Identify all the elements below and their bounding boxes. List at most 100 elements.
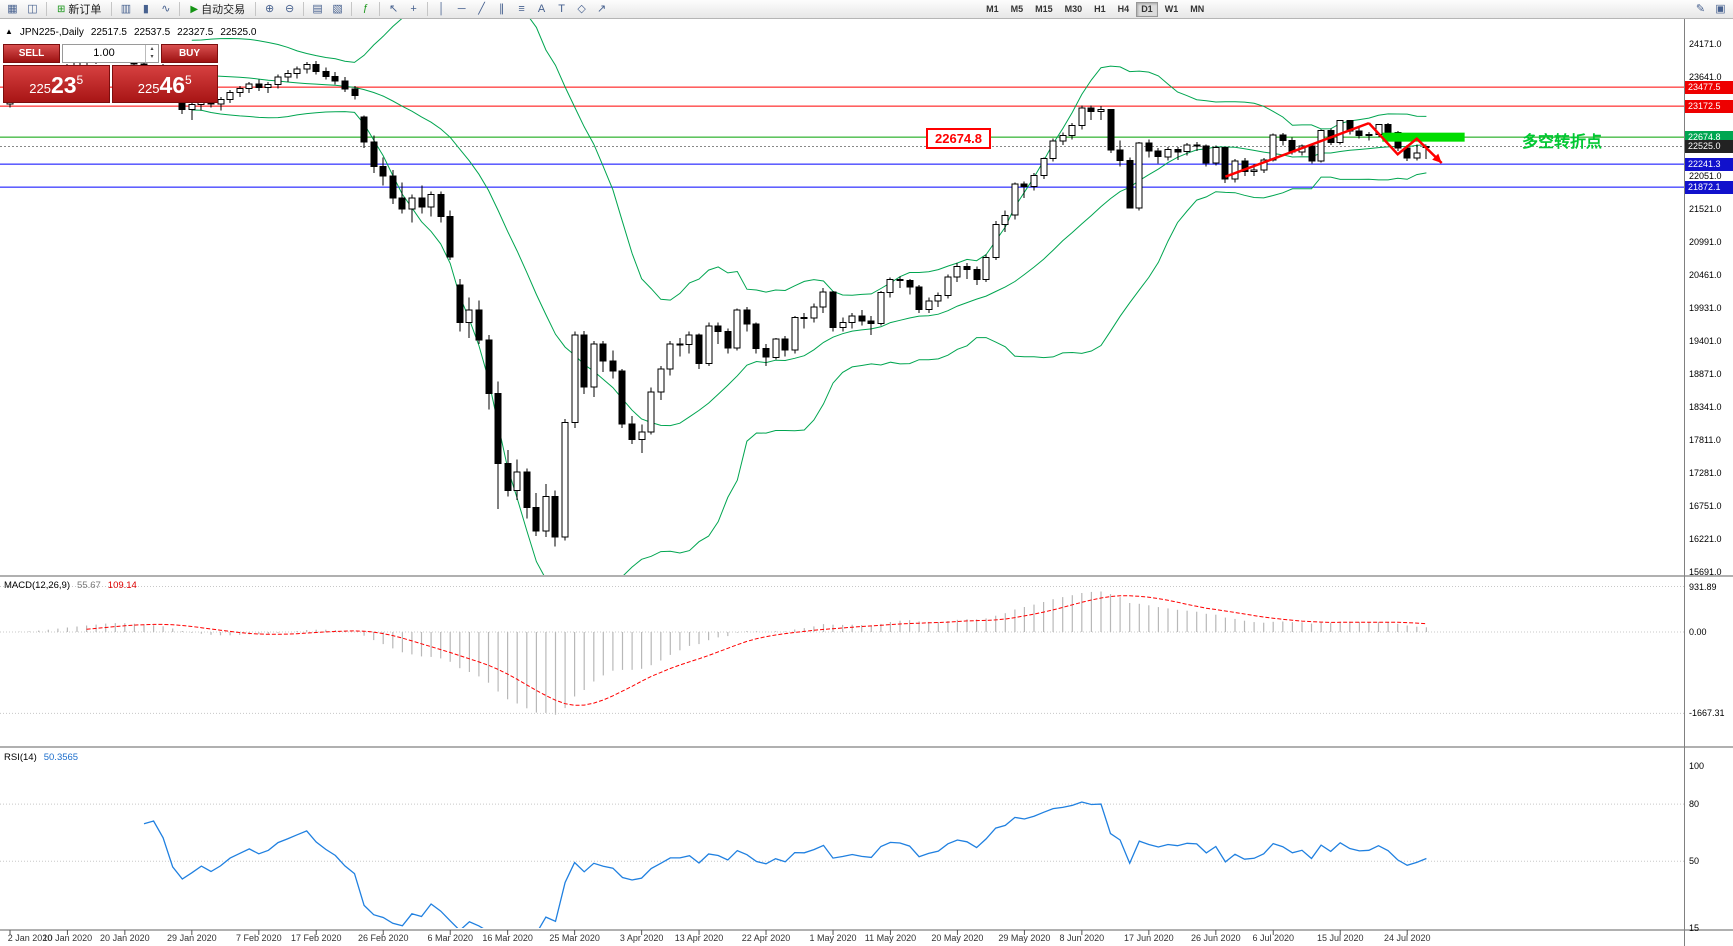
- price-scale-label: 16751.0: [1689, 500, 1722, 511]
- date-label: 13 Apr 2020: [674, 933, 724, 943]
- rsi-scale-label: 80: [1689, 799, 1700, 810]
- candle-chart-icon[interactable]: ▮: [142, 3, 149, 15]
- toolbar-separator: [427, 2, 429, 16]
- buy-button[interactable]: BUY: [161, 44, 218, 63]
- horizontal-line-icon[interactable]: ─: [457, 3, 466, 15]
- new-chart-icon[interactable]: ▦: [7, 3, 18, 15]
- price-level-chip: 22525.0: [1685, 139, 1733, 153]
- sell-price-display[interactable]: 225235: [3, 65, 110, 103]
- date-label: 22 Apr 2020: [741, 933, 791, 943]
- text-tool-icon[interactable]: A: [537, 3, 546, 15]
- date-label: 1 May 2020: [809, 933, 857, 943]
- timeframe-h4[interactable]: H4: [1113, 2, 1135, 17]
- price-scale-label: 20991.0: [1689, 236, 1722, 247]
- sell-price-pip: 5: [76, 73, 84, 87]
- price-scale-label: 23641.0: [1689, 71, 1722, 82]
- arrow-tool-icon[interactable]: ↗: [596, 3, 607, 15]
- zigzag-arrow: [1367, 122, 1443, 164]
- date-label: 20 May 2020: [931, 933, 984, 943]
- rsi-scale-label: 15: [1689, 922, 1700, 933]
- cursor-icon[interactable]: ↖: [388, 3, 399, 15]
- toolbar-separator: [255, 2, 257, 16]
- price-level-chip: 23477.5: [1685, 80, 1733, 94]
- timeframe-m15[interactable]: M15: [1030, 2, 1058, 17]
- candles: [6, 47, 1430, 547]
- chart-title-line: ▲ JPN225-,Daily 22517.5 22537.5 22327.5 …: [5, 27, 256, 38]
- turning-point-label[interactable]: 多空转折点: [1522, 134, 1603, 151]
- date-label: 6 Jul 2020: [1252, 933, 1295, 943]
- profiles-icon[interactable]: ◫: [27, 3, 38, 15]
- zoom-in-icon[interactable]: ⊕: [264, 3, 275, 15]
- fullscreen-icon[interactable]: ▣: [1715, 3, 1726, 15]
- volume-control[interactable]: 1.00 ▴ ▾: [62, 44, 159, 63]
- buy-price-big-digits: 46: [159, 72, 186, 98]
- timeframe-mn[interactable]: MN: [1185, 2, 1209, 17]
- ohlc-open: 22517.5: [90, 27, 127, 38]
- volume-up-icon[interactable]: ▴: [150, 46, 154, 52]
- timeframe-w1[interactable]: W1: [1160, 2, 1184, 17]
- macd-signal-value: 109.14: [107, 580, 137, 591]
- fibonacci-icon[interactable]: ≡: [518, 3, 525, 15]
- date-label: 17 Feb 2020: [290, 933, 342, 943]
- new-order-button[interactable]: ⊞ 新订单: [51, 1, 107, 17]
- zoom-out-icon[interactable]: ⊖: [284, 3, 295, 15]
- bar-chart-icon[interactable]: ▥: [120, 3, 132, 15]
- price-scale-label: 18871.0: [1689, 368, 1722, 379]
- price-scale-label: 16221.0: [1689, 533, 1722, 544]
- price-scale-label: 19931.0: [1689, 302, 1722, 313]
- macd-scale-label: 931.89: [1689, 581, 1717, 592]
- price-scale-label: 19401.0: [1689, 335, 1722, 346]
- shapes-icon[interactable]: ◇: [577, 3, 586, 15]
- sell-price-prefix: 225: [29, 81, 51, 96]
- highlight-bar: [1382, 132, 1465, 142]
- macd-label: MACD(12,26,9): [4, 580, 70, 591]
- ohlc-close: 22525.0: [220, 27, 257, 38]
- price-annotation-box[interactable]: 22674.8: [926, 128, 991, 149]
- date-label: 6 Mar 2020: [427, 933, 473, 943]
- price-scale-label: 18341.0: [1689, 401, 1722, 412]
- tile-windows-icon[interactable]: ▤: [312, 3, 323, 15]
- trendline-icon[interactable]: ╱: [478, 3, 485, 15]
- timeframe-m30[interactable]: M30: [1060, 2, 1088, 17]
- macd-main-value: 55.67: [77, 580, 101, 591]
- vertical-line-icon[interactable]: │: [438, 3, 446, 15]
- price-scale-label: 22051.0: [1689, 170, 1722, 181]
- ohlc-low: 22327.5: [177, 27, 214, 38]
- autotrade-button[interactable]: ▶ 自动交易: [184, 1, 251, 17]
- timeframe-m5[interactable]: M5: [1006, 2, 1029, 17]
- toolbar: ▦ ◫ ⊞ 新订单 ▥ ▮ ∿ ▶ 自动交易 ⊕ ⊖ ▤ ▧ ƒ ↖ + │ ─…: [0, 0, 1733, 19]
- price-level-chip: 21872.1: [1685, 180, 1733, 194]
- volume-down-icon[interactable]: ▾: [150, 54, 154, 60]
- line-chart-icon[interactable]: ∿: [161, 3, 171, 15]
- toolbar-separator: [379, 2, 381, 16]
- indicators-icon[interactable]: ƒ: [362, 3, 369, 14]
- sell-price-big-digits: 23: [50, 72, 77, 98]
- timeframe-h1[interactable]: H1: [1089, 2, 1111, 17]
- sell-button[interactable]: SELL: [3, 44, 60, 63]
- rsi-header: RSI(14) 50.3565: [4, 752, 78, 763]
- buy-price-display[interactable]: 225465: [111, 65, 218, 103]
- collapse-panel-arrow-icon[interactable]: ▲: [5, 27, 13, 36]
- macd-pane: [0, 586, 1684, 715]
- date-label: 15 Jul 2020: [1316, 933, 1364, 943]
- cascade-windows-icon[interactable]: ▧: [332, 3, 343, 15]
- toolbar-separator: [303, 2, 305, 16]
- timeframe-d1[interactable]: D1: [1136, 1, 1158, 17]
- volume-value[interactable]: 1.00: [93, 47, 115, 59]
- date-label: 24 Jul 2020: [1383, 933, 1431, 943]
- volume-spinner: ▴ ▾: [145, 45, 158, 62]
- rsi-label: RSI(14): [4, 752, 37, 763]
- templates-icon[interactable]: ✎: [1695, 3, 1706, 15]
- timeframe-m1[interactable]: M1: [981, 2, 1004, 17]
- date-label: 25 Mar 2020: [549, 933, 600, 943]
- date-label: 20 Jan 2020: [100, 933, 150, 943]
- crosshair-icon[interactable]: +: [410, 3, 417, 15]
- date-label: 26 Jun 2020: [1191, 933, 1241, 943]
- channel-icon[interactable]: ∥: [498, 3, 505, 15]
- price-level-chip: 22241.3: [1685, 157, 1733, 171]
- label-tool-icon[interactable]: T: [558, 3, 565, 15]
- price-scale-label: 17281.0: [1689, 467, 1722, 478]
- timeframe-bar: M1 M5 M15 M30 H1 H4 D1 W1 MN: [981, 1, 1209, 17]
